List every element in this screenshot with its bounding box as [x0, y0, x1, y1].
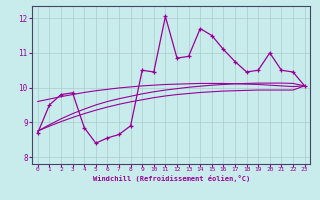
X-axis label: Windchill (Refroidissement éolien,°C): Windchill (Refroidissement éolien,°C) [92, 175, 250, 182]
